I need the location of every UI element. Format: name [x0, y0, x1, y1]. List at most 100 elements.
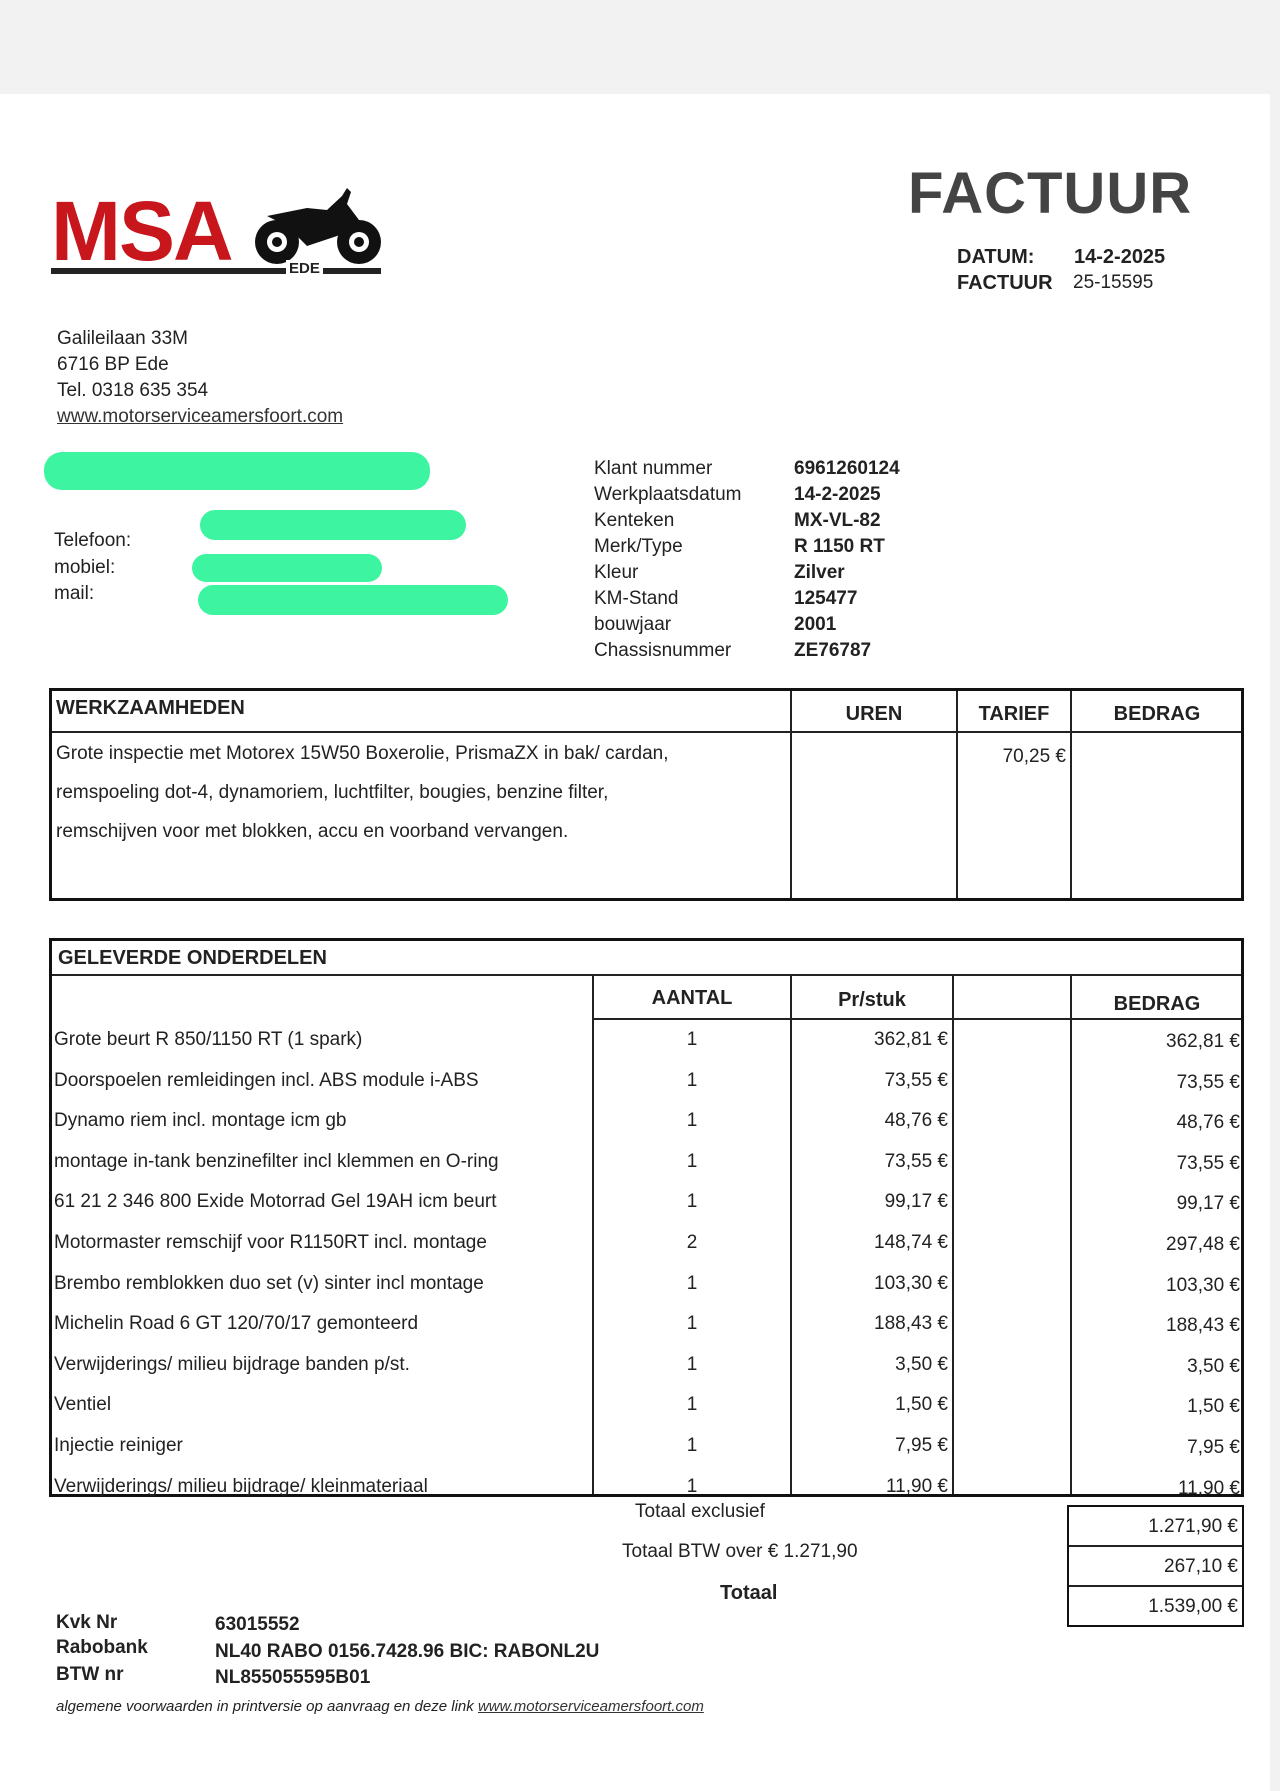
work-header-amount: BEDRAG	[1113, 703, 1201, 725]
part-amount: 73,55 €	[1176, 1152, 1240, 1174]
company-logo: MSA EDE	[51, 186, 386, 282]
mobile-label: mobiel:	[54, 557, 116, 578]
part-unit-price: 1,50 €	[895, 1394, 948, 1416]
vehicle-value: 125477	[794, 588, 858, 609]
vehicle-value: 14-2-2025	[794, 484, 881, 505]
part-unit-price: 73,55 €	[884, 1150, 948, 1172]
part-description: Brembo remblokken duo set (v) sinter inc…	[54, 1272, 484, 1294]
vat-number-label: BTW nr	[56, 1664, 124, 1685]
vehicle-label: bouwjaar	[594, 614, 672, 635]
part-unit-price: 103,30 €	[874, 1272, 948, 1294]
terms-link[interactable]: www.motorserviceamersfoort.com	[477, 1698, 704, 1715]
address-line2: 6716 BP Ede	[57, 354, 169, 375]
vehicle-value: 2001	[794, 614, 837, 635]
part-unit-price: 99,17 €	[884, 1191, 948, 1213]
vehicle-label: Merk/Type	[594, 536, 683, 557]
part-amount: 188,43 €	[1166, 1315, 1240, 1337]
work-table: WERKZAAMHEDEN UREN TARIEF BEDRAG Grote i…	[49, 688, 1244, 901]
invoice-number: 25-15595	[1073, 272, 1154, 293]
vehicle-label: Kleur	[594, 562, 639, 583]
total-vat-label: Totaal BTW over € 1.271,90	[622, 1541, 858, 1562]
total-vat: 267,10 €	[1164, 1556, 1238, 1577]
part-qty: 1	[686, 1110, 698, 1132]
work-rate: 70,25 €	[1002, 746, 1066, 767]
part-qty: 1	[686, 1069, 698, 1091]
part-description: Verwijderings/ milieu bijdrage/ kleinmat…	[54, 1475, 428, 1497]
part-unit-price: 11,90 €	[886, 1475, 948, 1497]
parts-header-unit: Pr/stuk	[838, 989, 906, 1011]
vehicle-value: ZE76787	[794, 640, 872, 661]
part-amount: 362,81 €	[1166, 1031, 1240, 1052]
part-description: Doorspoelen remleidingen incl. ABS modul…	[54, 1069, 479, 1091]
redacted-mobile	[192, 554, 382, 582]
work-line: Grote inspectie met Motorex 15W50 Boxero…	[56, 743, 669, 764]
vehicle-value: R 1150 RT	[794, 536, 885, 557]
logo-text: MSA	[51, 184, 234, 278]
part-amount: 73,55 €	[1176, 1071, 1240, 1093]
work-header-hours: UREN	[845, 703, 903, 725]
total-label: Totaal	[720, 1582, 778, 1604]
part-description: Ventiel	[54, 1394, 112, 1416]
page-title: FACTUUR	[908, 161, 1193, 226]
part-qty: 1	[686, 1029, 698, 1050]
logo-sub: EDE	[286, 260, 323, 277]
logo-bar	[51, 268, 381, 274]
part-description: Michelin Road 6 GT 120/70/17 gemonteerd	[54, 1313, 419, 1335]
part-amount: 297,48 €	[1166, 1234, 1240, 1255]
vehicle-label: Chassisnummer	[594, 640, 732, 661]
kvk-number: 63015552	[215, 1614, 300, 1635]
part-qty: 1	[686, 1150, 698, 1172]
part-unit-price: 73,55 €	[884, 1069, 948, 1091]
part-description: Injectie reiniger	[54, 1435, 183, 1456]
part-amount: 3,50 €	[1187, 1355, 1240, 1377]
total-excl: 1.271,90 €	[1148, 1516, 1238, 1537]
part-description: Grote beurt R 850/1150 RT (1 spark)	[54, 1029, 363, 1050]
vehicle-value: Zilver	[794, 562, 845, 583]
parts-table: GELEVERDE ONDERDELEN AANTAL Pr/stuk BEDR…	[49, 938, 1244, 1499]
part-description: Motormaster remschijf voor R1150RT incl.…	[54, 1232, 487, 1253]
redacted-name	[44, 452, 430, 490]
company-website-link[interactable]: www.motorserviceamersfoort.com	[57, 406, 344, 427]
part-amount: 1,50 €	[1187, 1396, 1240, 1418]
work-line: remschijven voor met blokken, accu en vo…	[56, 821, 569, 842]
part-amount: 103,30 €	[1166, 1274, 1240, 1296]
redacted-mail	[198, 585, 508, 615]
invoice-date: 14-2-2025	[1074, 246, 1166, 268]
vehicle-value: 6961260124	[794, 458, 900, 479]
parts-header-amount: BEDRAG	[1113, 993, 1201, 1015]
phone-label: Telefoon:	[54, 530, 132, 551]
work-line: remspoeling dot-4, dynamoriem, luchtfilt…	[56, 782, 609, 803]
part-unit-price: 3,50 €	[895, 1353, 948, 1375]
totals-box: 1.271,90 € 267,10 € 1.539,00 €	[1067, 1505, 1244, 1627]
part-unit-price: 362,81 €	[874, 1029, 948, 1050]
total-excl-label: Totaal exclusief	[635, 1501, 765, 1522]
part-description: montage in-tank benzinefilter incl klemm…	[54, 1150, 499, 1172]
invoice-number-label: FACTUUR	[957, 272, 1053, 294]
kvk-label: Kvk Nr	[56, 1612, 118, 1633]
part-qty: 2	[686, 1232, 698, 1253]
invoice-page	[0, 94, 1270, 1791]
part-amount: 11,90 €	[1178, 1477, 1240, 1499]
work-header-desc: WERKZAAMHEDEN	[56, 697, 245, 719]
part-description: 61 21 2 346 800 Exide Motorrad Gel 19AH …	[54, 1191, 497, 1213]
part-amount: 7,95 €	[1187, 1437, 1240, 1458]
vehicle-value: MX-VL-82	[794, 510, 881, 531]
part-qty: 1	[686, 1475, 698, 1497]
part-qty: 1	[686, 1353, 698, 1375]
part-description: Verwijderings/ milieu bijdrage banden p/…	[54, 1353, 410, 1375]
part-unit-price: 148,74 €	[874, 1232, 948, 1253]
part-unit-price: 188,43 €	[874, 1313, 948, 1335]
parts-title: GELEVERDE ONDERDELEN	[58, 947, 327, 969]
vehicle-label: Werkplaatsdatum	[594, 484, 742, 505]
parts-header-qty: AANTAL	[651, 987, 733, 1009]
bank-details: NL40 RABO 0156.7428.96 BIC: RABONL2U	[215, 1641, 600, 1662]
part-qty: 1	[686, 1191, 698, 1213]
address-line1: Galileilaan 33M	[57, 328, 188, 349]
vehicle-label: Kenteken	[594, 510, 675, 531]
work-header-rate: TARIEF	[978, 703, 1050, 725]
mail-label: mail:	[54, 583, 95, 604]
total-amount: 1.539,00 €	[1148, 1596, 1238, 1617]
vat-number: NL855055595B01	[215, 1667, 371, 1688]
company-phone: Tel. 0318 635 354	[57, 380, 209, 401]
vehicle-label: Klant nummer	[594, 458, 713, 479]
